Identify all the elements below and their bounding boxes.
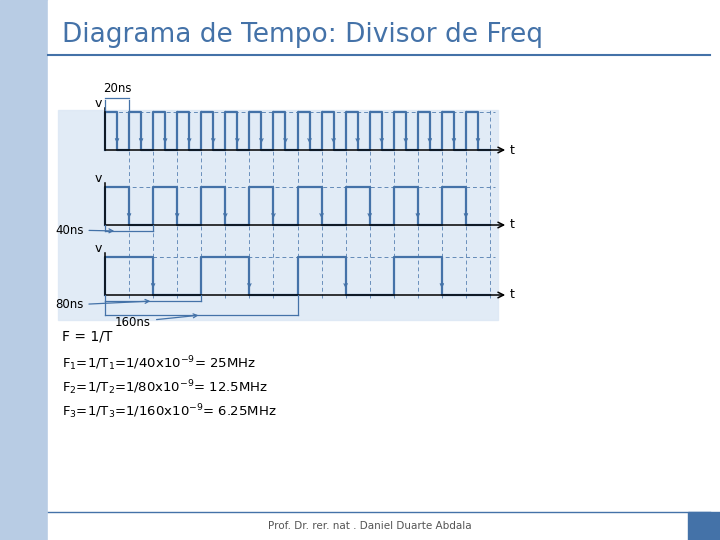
Text: 20ns: 20ns: [103, 82, 131, 95]
Text: F$_2$=1/T$_2$=1/80x10$^{-9}$= 12.5MHz: F$_2$=1/T$_2$=1/80x10$^{-9}$= 12.5MHz: [62, 378, 268, 397]
Text: v: v: [94, 97, 102, 110]
Bar: [688, 512, 720, 540]
Text: t: t: [510, 144, 515, 157]
Text: Prof. Dr. rer. nat . Daniel Duarte Abdala: Prof. Dr. rer. nat . Daniel Duarte Abdal…: [268, 521, 472, 531]
Text: 160ns: 160ns: [115, 314, 197, 328]
Text: t: t: [510, 219, 515, 232]
Text: F$_3$=1/T$_3$=1/160x10$^{-9}$= 6.25MHz: F$_3$=1/T$_3$=1/160x10$^{-9}$= 6.25MHz: [62, 402, 276, 421]
Text: v: v: [94, 242, 102, 255]
Bar: [58, 110, 498, 320]
Bar: [0, 0, 48, 540]
Text: F = 1/T: F = 1/T: [62, 330, 112, 344]
Text: v: v: [94, 172, 102, 185]
Text: 10: 10: [693, 518, 714, 534]
Text: 40ns: 40ns: [55, 224, 113, 237]
Text: Diagrama de Tempo: Divisor de Freq: Diagrama de Tempo: Divisor de Freq: [62, 22, 543, 48]
Text: 80ns: 80ns: [55, 299, 149, 312]
Text: t: t: [510, 288, 515, 301]
Text: F$_1$=1/T$_1$=1/40x10$^{-9}$= 25MHz: F$_1$=1/T$_1$=1/40x10$^{-9}$= 25MHz: [62, 354, 256, 373]
